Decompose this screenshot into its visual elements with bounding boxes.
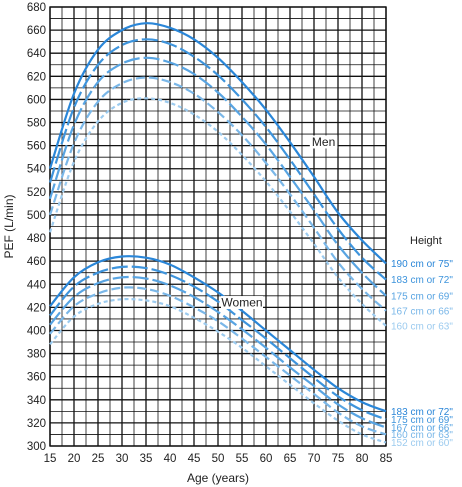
series-label: 190 cm or 75" xyxy=(391,259,453,270)
y-tick-label: 420 xyxy=(27,302,46,314)
series-lines xyxy=(48,22,387,444)
y-tick-label: 640 xyxy=(27,48,46,60)
x-tick-label: 65 xyxy=(284,453,297,465)
series-line-women xyxy=(49,297,387,444)
x-tick-label: 20 xyxy=(68,453,81,465)
y-tick-label: 340 xyxy=(27,395,46,407)
series-line-women xyxy=(49,286,387,436)
series-label: 183 cm or 72" xyxy=(391,275,453,286)
x-tick-label: 45 xyxy=(188,453,201,465)
y-tick-label: 540 xyxy=(27,164,46,176)
series-label: 167 cm or 66" xyxy=(391,306,453,317)
y-axis-title: PEF (L/min) xyxy=(2,194,16,258)
plot-frame xyxy=(49,6,387,447)
series-label: 152 cm or 60" xyxy=(391,438,453,449)
y-tick-label: 620 xyxy=(27,71,46,83)
series-line-men xyxy=(48,97,387,327)
series-labels: 190 cm or 75"183 cm or 72"175 cm or 69"1… xyxy=(221,135,453,449)
series-label: 175 cm or 69" xyxy=(391,291,453,302)
x-tick-label: 60 xyxy=(260,453,273,465)
series-line-women xyxy=(49,275,387,429)
y-tick-label: 460 xyxy=(27,256,46,268)
tick-labels: 15 20 25 30 35 40 45 50 55 60 65 70 75 80 85 300 320 340 3… xyxy=(27,2,393,465)
x-tick-label: 55 xyxy=(236,453,249,465)
x-tick-label: 70 xyxy=(308,453,321,465)
series-label: 160 cm or 63" xyxy=(391,430,453,441)
x-tick-label: 30 xyxy=(116,453,129,465)
grid xyxy=(49,6,387,447)
x-tick-label: 40 xyxy=(164,453,177,465)
x-tick-label: 85 xyxy=(380,453,393,465)
y-tick-label: 320 xyxy=(27,418,46,430)
y-tick-label: 560 xyxy=(27,141,46,153)
y-tick-label: 580 xyxy=(27,118,46,130)
series-label: 175 cm or 69" xyxy=(391,415,453,426)
y-tick-label: 600 xyxy=(27,94,46,106)
series-label: 183 cm or 72" xyxy=(391,407,453,418)
series-line-men xyxy=(48,22,387,265)
y-tick-label: 380 xyxy=(27,349,46,361)
y-tick-label: 300 xyxy=(27,441,46,453)
y-tick-label: 360 xyxy=(27,372,46,384)
x-tick-label: 80 xyxy=(356,453,369,465)
y-tick-label: 500 xyxy=(27,210,46,222)
x-tick-label: 35 xyxy=(140,453,153,465)
series-line-men xyxy=(48,76,387,312)
y-tick-label: 400 xyxy=(27,325,46,337)
x-tick-label: 25 xyxy=(92,453,105,465)
group-label-women: Women xyxy=(221,296,262,310)
legend-title: Height xyxy=(410,235,442,247)
y-tick-label: 520 xyxy=(27,187,46,199)
series-label: 160 cm or 63" xyxy=(391,321,453,332)
series-line-women xyxy=(49,265,387,421)
series-line-women xyxy=(49,255,387,413)
group-label-backing xyxy=(309,135,338,149)
group-label-men: Men xyxy=(312,135,335,149)
x-tick-label: 15 xyxy=(44,453,57,465)
y-tick-label: 440 xyxy=(27,279,46,291)
series-label: 167 cm or 66" xyxy=(391,423,453,434)
series-line-men xyxy=(48,38,387,281)
y-tick-label: 660 xyxy=(27,25,46,37)
x-tick-label: 50 xyxy=(212,453,225,465)
group-label-backing xyxy=(221,296,263,310)
series-line-men xyxy=(48,56,387,297)
x-tick-label: 75 xyxy=(332,453,345,465)
x-axis-title: Age (years) xyxy=(187,471,249,485)
y-tick-label: 480 xyxy=(27,233,46,245)
y-tick-label: 680 xyxy=(27,2,46,14)
